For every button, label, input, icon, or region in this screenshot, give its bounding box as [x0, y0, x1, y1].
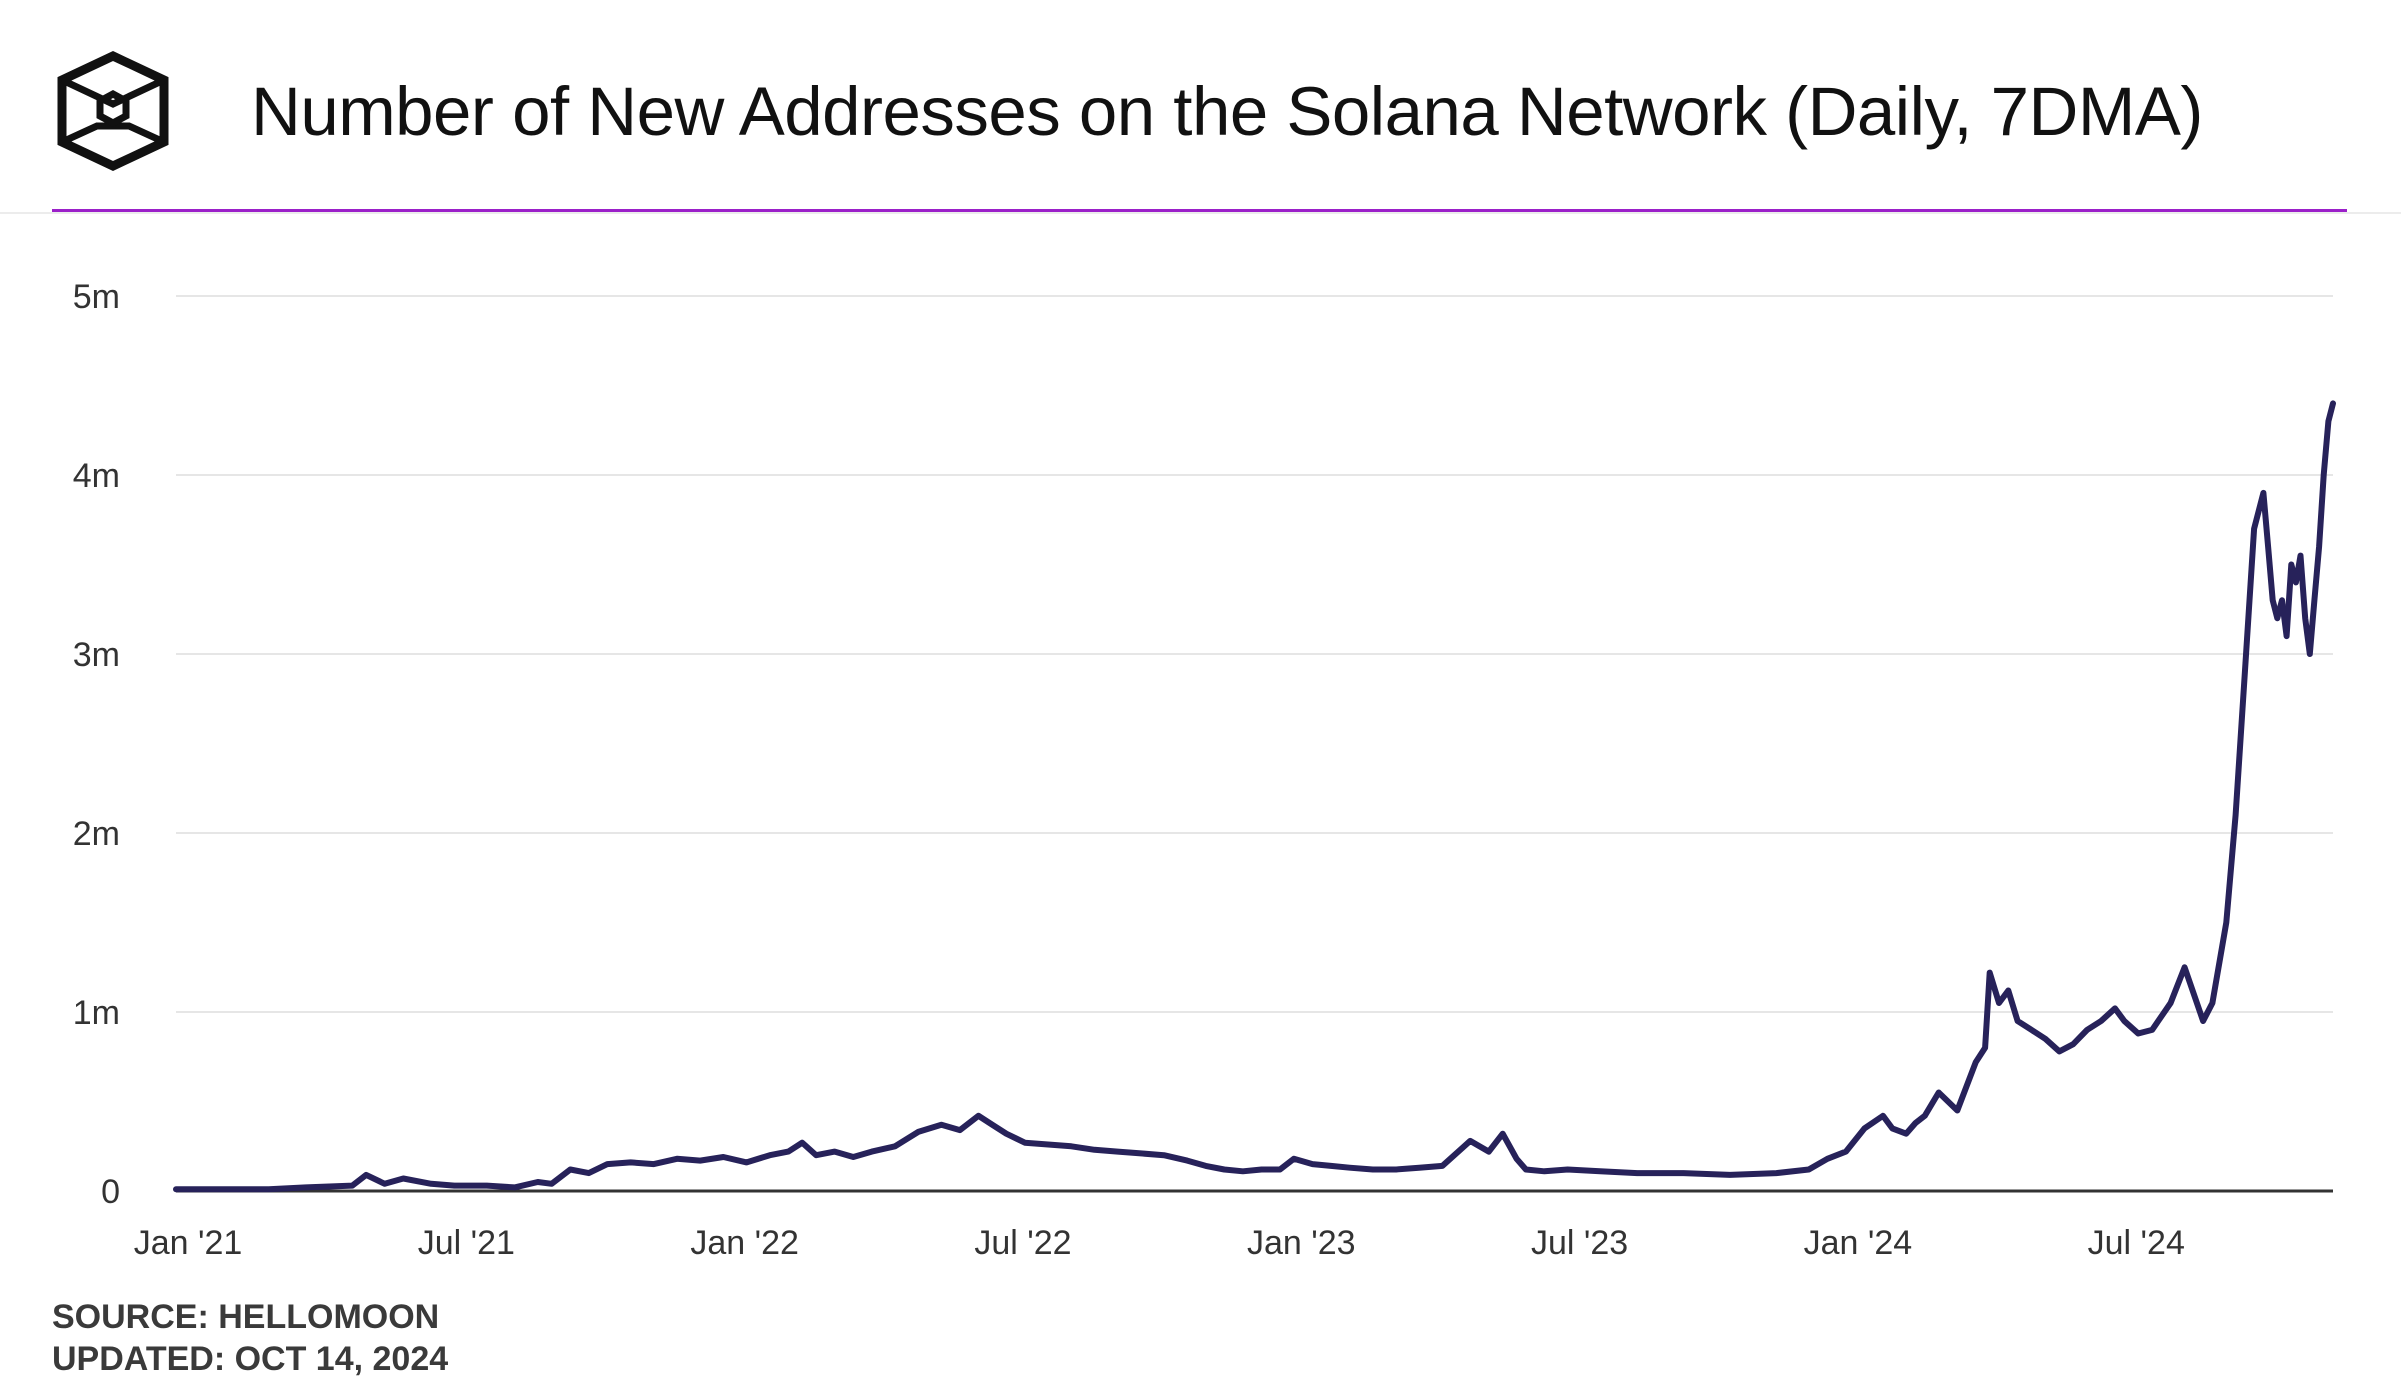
x-tick-label: Jan '23 [1247, 1224, 1356, 1262]
x-tick-label: Jul '23 [1531, 1224, 1628, 1262]
y-tick-label: 0 [101, 1173, 120, 1211]
x-tick-label: Jan '21 [134, 1224, 243, 1262]
source-note: SOURCE: HELLOMOON [52, 1298, 440, 1336]
y-tick-label: 3m [73, 636, 120, 674]
y-tick-label: 1m [73, 994, 120, 1032]
line-chart: 0 1m 2m 3m 4m 5m Jan '21 Jul '21 Jan '22 Jul '22… [73, 278, 2336, 1262]
gridlines [176, 295, 2333, 1013]
header-accent-line [52, 209, 2347, 212]
x-tick-label: Jan '24 [1804, 1224, 1913, 1262]
chart-header: Number of New Addresses on the Solana Ne… [0, 0, 2401, 214]
series-line-0 [173, 400, 2336, 1193]
y-tick-label: 4m [73, 457, 120, 495]
x-tick-label: Jul '21 [418, 1224, 515, 1262]
x-axis-ticks: Jan '21 Jul '21 Jan '22 Jul '22 Jan '23 Jul '… [134, 1224, 2185, 1262]
hexagon-cube-logo-icon [57, 51, 169, 171]
series-layer [173, 400, 2336, 1193]
y-tick-label: 2m [73, 815, 120, 853]
chart-footer: SOURCE: HELLOMOON UPDATED: OCT 14, 2024 [52, 1296, 448, 1380]
x-tick-label: Jul '24 [2088, 1224, 2185, 1262]
y-axis-ticks: 0 1m 2m 3m 4m 5m [73, 278, 120, 1211]
updated-note: UPDATED: OCT 14, 2024 [52, 1340, 449, 1378]
x-tick-label: Jul '22 [974, 1224, 1071, 1262]
y-tick-label: 5m [73, 278, 120, 316]
chart-title: Number of New Addresses on the Solana Ne… [251, 73, 2203, 150]
x-tick-label: Jan '22 [690, 1224, 799, 1262]
